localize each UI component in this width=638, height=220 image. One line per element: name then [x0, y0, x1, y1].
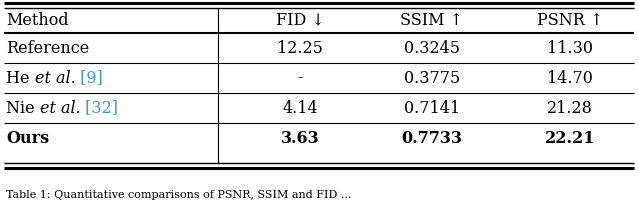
- Text: Reference: Reference: [6, 40, 89, 57]
- Text: [9]: [9]: [75, 70, 103, 86]
- Text: Method: Method: [6, 11, 69, 29]
- Text: 0.3775: 0.3775: [404, 70, 460, 86]
- Text: 22.21: 22.21: [545, 130, 595, 147]
- Text: 3.63: 3.63: [281, 130, 319, 147]
- Text: 0.7733: 0.7733: [401, 130, 463, 147]
- Text: Ours: Ours: [6, 130, 49, 147]
- Text: FID ↓: FID ↓: [276, 11, 324, 29]
- Text: SSIM ↑: SSIM ↑: [401, 11, 463, 29]
- Text: 0.3245: 0.3245: [404, 40, 460, 57]
- Text: [32]: [32]: [80, 99, 119, 117]
- Text: 14.70: 14.70: [547, 70, 593, 86]
- Text: 0.7141: 0.7141: [404, 99, 460, 117]
- Text: 4.14: 4.14: [282, 99, 318, 117]
- Text: He: He: [6, 70, 34, 86]
- Text: et al.: et al.: [40, 99, 80, 117]
- Text: Nie: Nie: [6, 99, 40, 117]
- Text: 12.25: 12.25: [277, 40, 323, 57]
- Text: PSNR ↑: PSNR ↑: [537, 11, 603, 29]
- Text: -: -: [297, 70, 303, 86]
- Text: Table 1: Quantitative comparisons of PSNR, SSIM and FID ...: Table 1: Quantitative comparisons of PSN…: [6, 190, 352, 200]
- Text: 21.28: 21.28: [547, 99, 593, 117]
- Text: 11.30: 11.30: [547, 40, 593, 57]
- Text: et al.: et al.: [34, 70, 75, 86]
